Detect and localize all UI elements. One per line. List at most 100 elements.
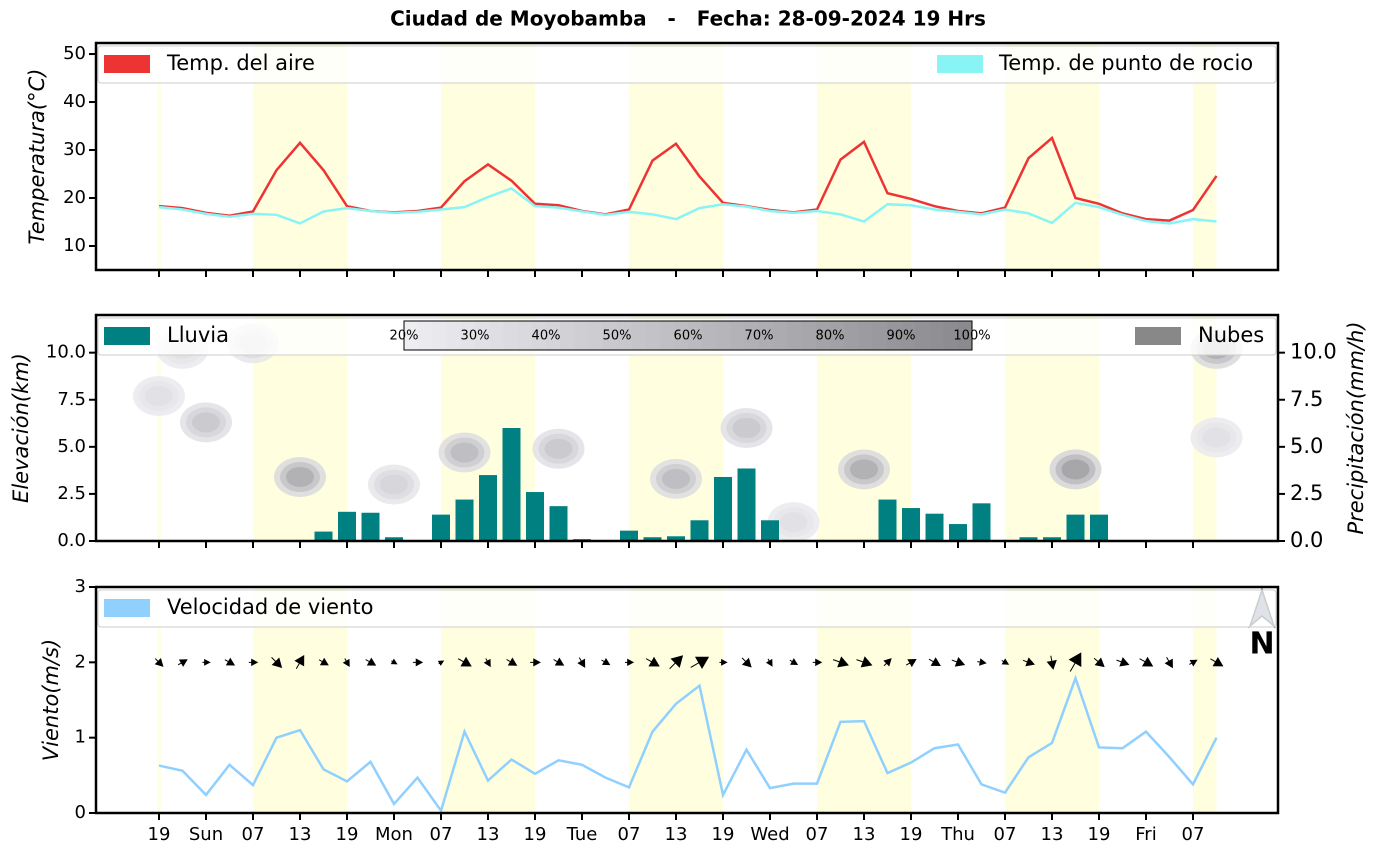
legend-swatch <box>104 599 150 617</box>
wind-arrow <box>741 657 752 668</box>
rain-bar <box>549 506 568 541</box>
rain-bar <box>361 512 380 541</box>
wind-arrow <box>928 657 941 667</box>
cloud-cell <box>180 402 232 443</box>
colorbar-segment <box>602 321 618 350</box>
colorbar-segment <box>702 321 717 350</box>
cloud-cell <box>133 375 185 416</box>
y-axis-label: Viento(m/s) <box>39 639 63 761</box>
colorbar-segment <box>475 321 490 350</box>
rain-bar <box>761 520 779 541</box>
colorbar-segment <box>773 321 788 350</box>
y-tick-label: 50 <box>63 43 86 64</box>
wind-arrow <box>856 656 873 668</box>
cloud-cell <box>650 458 702 499</box>
y2-tick-label: 5.0 <box>1290 434 1323 458</box>
cloud-contour <box>192 412 220 433</box>
colorbar-segment <box>830 321 845 350</box>
x-tick-label: 13 <box>477 824 500 845</box>
cloud-cell <box>532 428 585 469</box>
rain-bar <box>502 428 521 541</box>
x-tick-label: 19 <box>336 824 359 845</box>
cloud-cell <box>1049 449 1102 490</box>
wind-arrow <box>1189 659 1198 667</box>
y-tick-label: 20 <box>63 187 86 208</box>
wind-arrow <box>1139 656 1154 667</box>
wind-arrow <box>812 658 823 667</box>
y-tick-label: 3 <box>75 576 86 597</box>
y-tick-label: 2 <box>75 651 86 672</box>
colorbar-segment <box>815 321 831 350</box>
y-axis-label: Temperatura(°C) <box>25 69 49 245</box>
wind-arrow <box>294 655 305 670</box>
panel-frame <box>94 313 1280 543</box>
y-tick-label: 40 <box>63 91 86 112</box>
y2-tick-label: 10.0 <box>1290 340 1337 364</box>
cloud-cell <box>838 449 890 490</box>
wind-arrow <box>577 657 586 668</box>
cloud-contour <box>544 438 573 459</box>
x-tick-label: 19 <box>148 824 171 845</box>
cloud-cell <box>274 456 326 497</box>
wind-arrow <box>390 658 398 665</box>
rain-bar <box>925 513 944 541</box>
panel-frame <box>94 585 1280 815</box>
wind-arrow <box>412 658 424 667</box>
colorbar-segment <box>418 321 433 350</box>
wind-arrow <box>1068 652 1082 672</box>
wind-arrow <box>789 658 799 665</box>
x-tick-label: 19 <box>900 824 923 845</box>
legend-label: Velocidad de viento <box>167 595 373 619</box>
wind-arrow <box>645 656 660 667</box>
series-line <box>158 674 1218 814</box>
colorbar-frame <box>403 320 973 351</box>
wind-arrow <box>977 658 987 666</box>
wind-arrow <box>271 657 283 669</box>
colorbar-segment <box>631 321 646 350</box>
rain-bar <box>1019 537 1038 541</box>
y2-tick-label: 0.0 <box>1290 528 1323 552</box>
colorbar-segment <box>886 321 902 350</box>
wind-arrow <box>832 656 849 668</box>
cloud-contour <box>286 466 314 487</box>
colorbar-segment <box>446 321 462 350</box>
colorbar-label: 30% <box>461 329 490 344</box>
rain-bar <box>314 531 333 541</box>
colorbar-segment <box>872 321 888 350</box>
colorbar-segment <box>759 321 774 350</box>
colorbar-segment <box>801 321 817 350</box>
colorbar-segment <box>489 321 504 350</box>
colorbar-segment <box>858 321 874 350</box>
legend-label: Lluvia <box>167 323 229 347</box>
wind-arrow <box>690 656 710 670</box>
colorbar-segment <box>531 321 547 350</box>
colorbar-segment <box>432 321 448 350</box>
wind-arrow <box>669 655 684 670</box>
cloud-cell <box>1190 417 1243 458</box>
colorbar-segment <box>844 321 859 350</box>
rain-bar <box>385 537 403 541</box>
rain-bar <box>902 508 920 541</box>
x-tick-label: 19 <box>524 824 547 845</box>
rain-bar <box>432 514 450 541</box>
day-band <box>1193 43 1217 270</box>
day-band <box>157 315 161 541</box>
x-tick-label: Wed <box>750 824 789 845</box>
wind-arrow <box>342 658 350 668</box>
rain-bar <box>714 476 732 541</box>
colorbar-segment <box>503 321 519 350</box>
rain-bar <box>667 536 685 541</box>
y2-tick-label: 7.5 <box>1290 387 1323 411</box>
y-tick-label: 7.5 <box>57 389 86 410</box>
x-tick-label: 07 <box>1182 824 1205 845</box>
wind-arrow <box>1116 657 1130 667</box>
day-band <box>157 43 161 270</box>
x-tick-label: 19 <box>712 824 735 845</box>
rain-bar <box>455 499 474 541</box>
figure-title: Ciudad de Moyobamba - Fecha: 28-09-2024 … <box>390 7 986 31</box>
rain-bar <box>643 537 662 541</box>
wind-arrow <box>365 657 377 666</box>
colorbar-segment <box>673 321 689 350</box>
cloud-cell <box>720 408 773 448</box>
wind-arrow <box>553 657 565 666</box>
